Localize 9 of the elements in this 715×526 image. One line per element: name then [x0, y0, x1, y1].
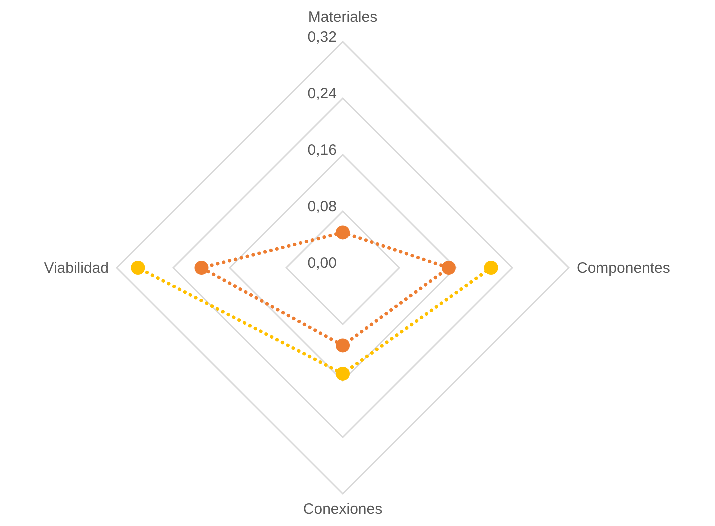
y-tick-label: 0,16 [308, 142, 337, 159]
y-tick-label: 0,00 [308, 255, 337, 272]
spoke-label: Componentes [577, 260, 670, 277]
y-tick-label: 0,24 [308, 86, 337, 102]
y-tick-label: 0,32 [308, 29, 337, 46]
spoke-label: Viabilidad [44, 260, 109, 277]
y-tick-label: 0,08 [308, 198, 337, 216]
spoke-label: Materiales [308, 9, 378, 26]
spoke-label: Conexiones [303, 501, 383, 518]
